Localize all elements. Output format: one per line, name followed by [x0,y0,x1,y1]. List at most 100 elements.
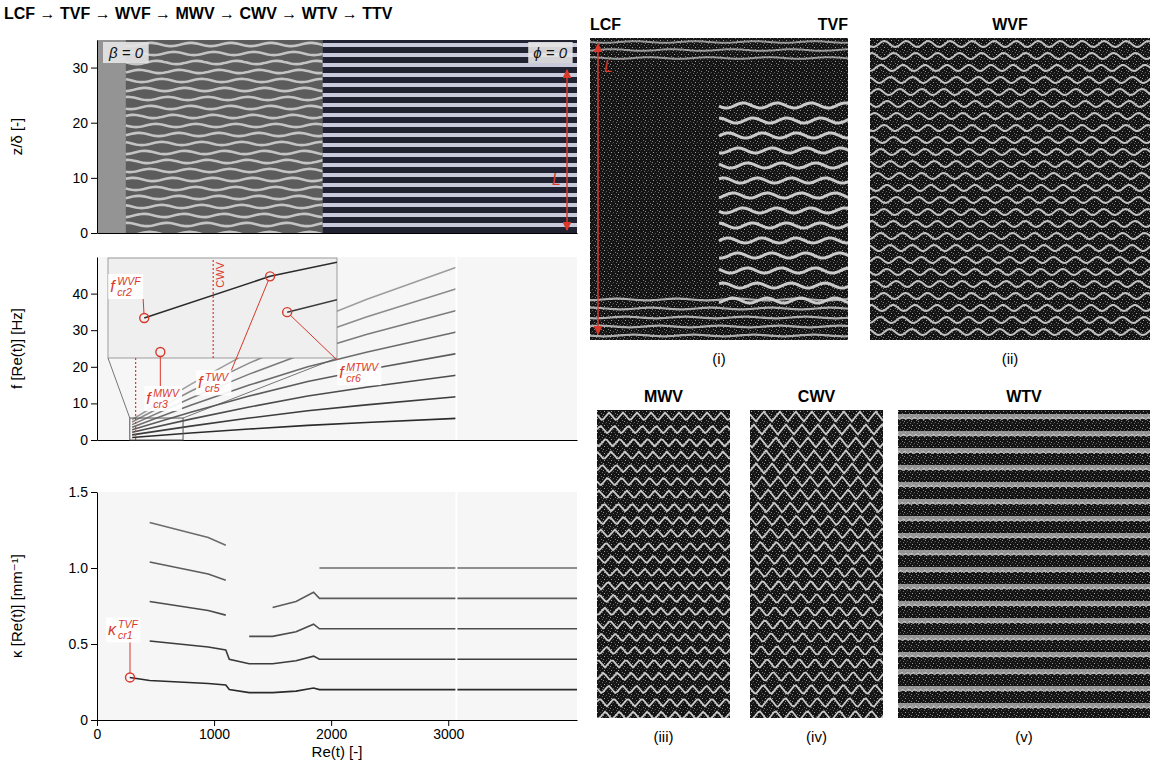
vertical-line [455,257,457,440]
photo-label: (iv) [806,728,827,745]
texture-line [898,621,1150,624]
texture-line [126,223,324,226]
texture-line [870,65,1150,71]
texture-line [126,88,324,91]
texture-line [597,491,730,498]
tick-label: 3000 [433,726,464,742]
axis-line [98,233,578,234]
texture-band [323,193,577,197]
zoom-connector [108,358,130,418]
tick: 1000 [199,720,230,742]
marker-point [140,314,149,323]
texture-line [898,553,1150,556]
image-bg [97,40,577,233]
texture-line [750,438,883,448]
texture-line [597,465,730,472]
tick: 0 [94,720,102,742]
texture-band [323,113,577,117]
texture-line [750,595,883,603]
photo-bg [597,410,730,718]
texture-line [898,519,1150,522]
tick-label: 2000 [316,726,347,742]
texture-line [898,536,1150,539]
texture-line [590,335,848,337]
texture-line [597,700,730,707]
texture-band [323,143,577,147]
texture-line [126,160,324,163]
photo-title: TVF [818,16,848,33]
photo-bg [590,38,848,340]
texture-line [750,412,883,422]
leader-line [160,357,161,387]
tick: 30 [72,60,97,76]
tick-mark [91,403,97,404]
tick: 30 [72,322,97,338]
texture-line [597,478,730,485]
texture-line [870,245,1150,251]
image-region [323,40,577,233]
tick-mark [91,440,97,441]
texture-line [898,706,1150,709]
annotations: κTVFcr1 [106,617,140,682]
series-line [150,601,577,636]
photo-title: MWV [644,388,683,405]
label-base: f [146,390,152,407]
tick: 20 [72,115,97,131]
tick: 40 [72,286,97,302]
texture-line [870,317,1150,323]
texture-line [126,70,324,73]
vertical-line [455,492,457,720]
photo-title: WVF [992,16,1028,33]
texture-band [323,93,577,97]
marker-point [156,348,165,357]
texture-line [597,622,730,629]
tick-label: 20 [72,359,88,375]
axis-line [97,258,98,441]
texture-line [590,41,848,43]
x-axis-title: Re(t) [-] [312,743,363,760]
photo-label: (v) [1015,728,1033,745]
texture-line [750,608,883,616]
texture-line [870,197,1150,203]
texture-line [597,647,730,654]
photo-bg [750,410,883,718]
panel-wavenumber: 010002000300000.51.01.5κ [Re(t)] [mm⁻¹]R… [8,484,578,760]
texture-line [750,464,883,474]
texture-line [719,253,848,258]
texture-line [870,221,1150,227]
inset-annotations: fWVFcr2fMWVcr3fTWVcr5fMTWVcr6 [108,272,381,411]
texture-line [750,634,883,642]
length-label: L [552,171,561,188]
texture-line [719,193,848,198]
tick-mark [91,568,97,569]
texture-line [597,543,730,550]
texture-line [719,283,848,288]
label-base: f [110,278,116,295]
texture-line [750,711,883,718]
texture-line [870,77,1150,83]
texture-line [126,142,324,145]
texture-line [870,149,1150,155]
texture-line [898,468,1150,470]
tick-label: 10 [72,170,88,186]
label-base: κ [108,621,117,638]
axis-line [97,493,98,721]
texture-line [750,621,883,629]
series-line [130,677,577,692]
leader-line [231,280,268,370]
photo-title: LCF [590,16,621,33]
texture-line [719,148,848,153]
photo-image [870,38,1150,340]
texture-line [590,308,848,310]
texture-line [870,137,1150,143]
texture-band [323,213,577,217]
photo-panel: LCFTVF(i)L [590,16,850,367]
texture-line [719,238,848,243]
annotation-patch [103,42,149,63]
label-sub: cr5 [205,382,220,394]
zoom-connector [183,358,337,418]
texture-band [323,163,577,167]
label-sub: cr1 [118,629,133,641]
texture-line [898,655,1150,658]
texture-line [898,587,1150,589]
